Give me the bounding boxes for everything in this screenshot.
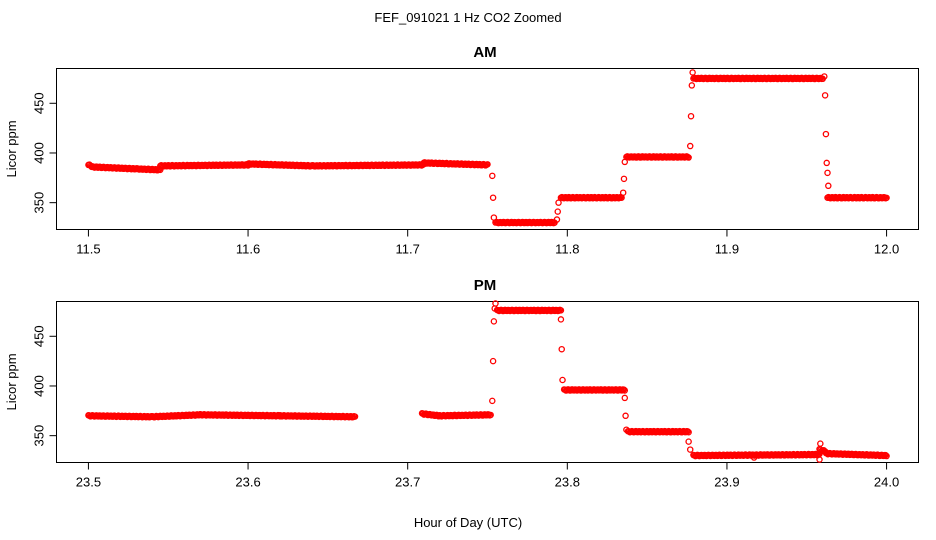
y-axis-label: Licor ppm bbox=[4, 353, 19, 410]
y-axis-label: Licor ppm bbox=[4, 120, 19, 177]
data-point bbox=[823, 159, 830, 167]
data-point bbox=[484, 161, 491, 168]
data-point bbox=[750, 454, 758, 461]
data-point bbox=[620, 386, 628, 393]
panel-title: PM bbox=[474, 277, 497, 294]
data-point bbox=[816, 456, 823, 463]
data-point bbox=[489, 172, 496, 180]
data-point bbox=[492, 300, 499, 307]
x-tick-label: 11.6 bbox=[236, 242, 260, 257]
data-point bbox=[489, 397, 496, 405]
axis-ticks: 11.5 11.6 11.7 11.8 11.9 12.0 350 400 450 bbox=[32, 92, 900, 256]
data-point bbox=[621, 158, 629, 166]
x-tick-label: 11.8 bbox=[555, 242, 579, 257]
data-point bbox=[685, 438, 692, 445]
y-tick-label: 450 bbox=[32, 92, 47, 114]
x-tick-label: 11.7 bbox=[396, 242, 420, 257]
x-tick-label: 23.6 bbox=[235, 475, 260, 490]
data-point bbox=[824, 169, 831, 177]
x-axis-label: Hour of Day (UTC) bbox=[414, 515, 522, 530]
data-point bbox=[821, 92, 829, 99]
data-point bbox=[487, 411, 494, 419]
data-point bbox=[821, 73, 828, 80]
data-point bbox=[620, 175, 628, 183]
data-point bbox=[557, 307, 565, 314]
data-point bbox=[689, 69, 696, 76]
x-tick-label: 23.5 bbox=[76, 475, 101, 490]
figure-title: FEF_091021 1 Hz CO2 Zoomed bbox=[374, 10, 561, 25]
x-tick-label: 24.0 bbox=[874, 475, 899, 490]
x-tick-label: 23.9 bbox=[714, 475, 739, 490]
panel-am: AM Licor ppm 11.5 11.6 11.7 11.8 11.9 12.0 350… bbox=[4, 44, 919, 257]
panel-title: AM bbox=[473, 44, 496, 61]
plot-frame bbox=[56, 68, 919, 230]
data-points bbox=[85, 300, 890, 463]
data-point bbox=[553, 216, 561, 223]
data-point bbox=[623, 426, 630, 433]
data-point bbox=[822, 130, 830, 138]
plot-frame bbox=[56, 301, 919, 463]
data-point bbox=[686, 446, 694, 453]
data-point bbox=[555, 199, 562, 206]
data-point bbox=[687, 112, 695, 120]
data-point bbox=[489, 194, 497, 201]
data-point bbox=[554, 208, 561, 215]
x-tick-label: 11.9 bbox=[715, 242, 739, 257]
panel-pm: PM Licor ppm 23.5 23.6 23.7 23.8 23.9 24.0 350… bbox=[4, 277, 919, 490]
x-tick-label: 23.8 bbox=[555, 475, 580, 490]
data-point bbox=[621, 387, 629, 394]
y-tick-label: 400 bbox=[32, 142, 47, 164]
data-point bbox=[882, 451, 889, 459]
x-tick-label: 23.7 bbox=[395, 475, 420, 490]
y-tick-label: 450 bbox=[32, 325, 47, 347]
data-point bbox=[688, 82, 696, 89]
data-point bbox=[351, 413, 359, 420]
y-tick-label: 350 bbox=[32, 192, 47, 214]
axis-ticks: 23.5 23.6 23.7 23.8 23.9 24.0 350 400 450 bbox=[32, 325, 900, 489]
data-point bbox=[686, 142, 694, 150]
data-point bbox=[883, 194, 890, 202]
data-point bbox=[619, 189, 627, 196]
data-point bbox=[490, 214, 498, 221]
data-point bbox=[685, 154, 692, 161]
data-point bbox=[825, 182, 832, 190]
data-point bbox=[684, 428, 691, 435]
data-point bbox=[557, 316, 565, 323]
y-tick-label: 350 bbox=[32, 425, 47, 447]
data-point bbox=[559, 376, 566, 384]
data-point bbox=[622, 412, 629, 420]
data-point bbox=[558, 345, 565, 353]
data-point bbox=[621, 394, 629, 402]
data-point bbox=[490, 318, 498, 325]
x-tick-label: 12.0 bbox=[874, 242, 899, 257]
data-point bbox=[685, 428, 692, 436]
data-point bbox=[817, 440, 824, 447]
data-point bbox=[883, 452, 890, 460]
data-point bbox=[489, 357, 497, 365]
data-points bbox=[85, 69, 890, 227]
x-tick-label: 11.5 bbox=[76, 242, 100, 257]
y-tick-label: 400 bbox=[32, 375, 47, 397]
